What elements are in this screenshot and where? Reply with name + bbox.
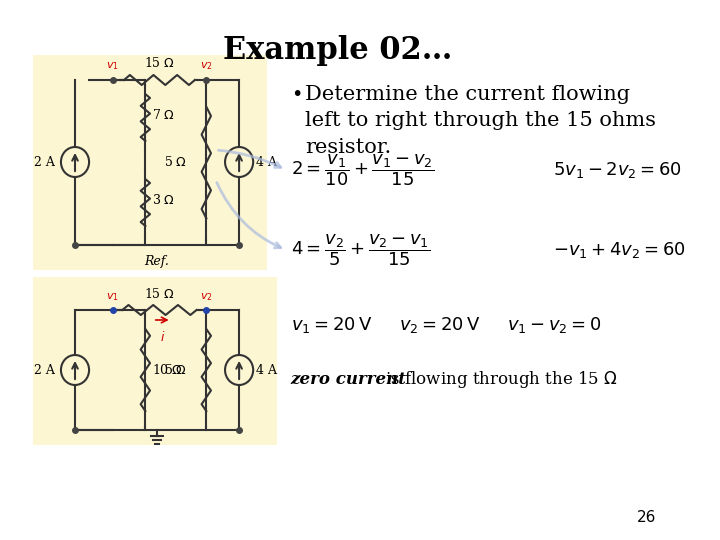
Text: $v_1 = 20\,\mathrm{V}$     $v_2 = 20\,\mathrm{V}$     $v_1 - v_2 = 0$: $v_1 = 20\,\mathrm{V}$ $v_2 = 20\,\mathr… xyxy=(291,315,601,335)
Text: zero current: zero current xyxy=(291,372,407,388)
Text: Ref.: Ref. xyxy=(145,255,169,268)
Text: 10 $\Omega$: 10 $\Omega$ xyxy=(152,363,183,377)
Text: 5 $\Omega$: 5 $\Omega$ xyxy=(164,156,187,170)
Text: Example 02…: Example 02… xyxy=(223,35,452,66)
Text: $4 = \dfrac{v_2}{5} + \dfrac{v_2 - v_1}{15}$: $4 = \dfrac{v_2}{5} + \dfrac{v_2 - v_1}{… xyxy=(291,232,430,268)
FancyBboxPatch shape xyxy=(33,277,276,445)
Text: $v_2$: $v_2$ xyxy=(200,291,212,303)
Text: $v_2$: $v_2$ xyxy=(200,60,212,72)
Text: 5 $\Omega$: 5 $\Omega$ xyxy=(164,363,187,377)
Text: is flowing through the 15 $\Omega$: is flowing through the 15 $\Omega$ xyxy=(379,369,618,390)
Text: Determine the current flowing
left to right through the 15 ohms
resistor.: Determine the current flowing left to ri… xyxy=(305,85,656,157)
Text: $i$: $i$ xyxy=(160,330,165,344)
Text: $-v_1 + 4v_2 = 60$: $-v_1 + 4v_2 = 60$ xyxy=(553,240,686,260)
Text: $v_1$: $v_1$ xyxy=(106,291,119,303)
Text: 3 $\Omega$: 3 $\Omega$ xyxy=(152,193,175,207)
Text: 4 A: 4 A xyxy=(256,363,277,376)
Text: 26: 26 xyxy=(637,510,657,525)
Text: 2 A: 2 A xyxy=(34,363,55,376)
Text: 4 A: 4 A xyxy=(256,156,277,168)
Text: $2 = \dfrac{v_1}{10} + \dfrac{v_1 - v_2}{15}$: $2 = \dfrac{v_1}{10} + \dfrac{v_1 - v_2}… xyxy=(291,152,434,188)
Text: 2 A: 2 A xyxy=(34,156,55,168)
Text: 15 $\Omega$: 15 $\Omega$ xyxy=(144,56,175,70)
Text: $v_1$: $v_1$ xyxy=(106,60,119,72)
Text: 15 $\Omega$: 15 $\Omega$ xyxy=(144,287,175,301)
Text: 7 $\Omega$: 7 $\Omega$ xyxy=(152,108,175,122)
Text: •: • xyxy=(291,85,302,104)
FancyBboxPatch shape xyxy=(33,55,267,270)
Text: $5v_1 - 2v_2 = 60$: $5v_1 - 2v_2 = 60$ xyxy=(553,160,682,180)
